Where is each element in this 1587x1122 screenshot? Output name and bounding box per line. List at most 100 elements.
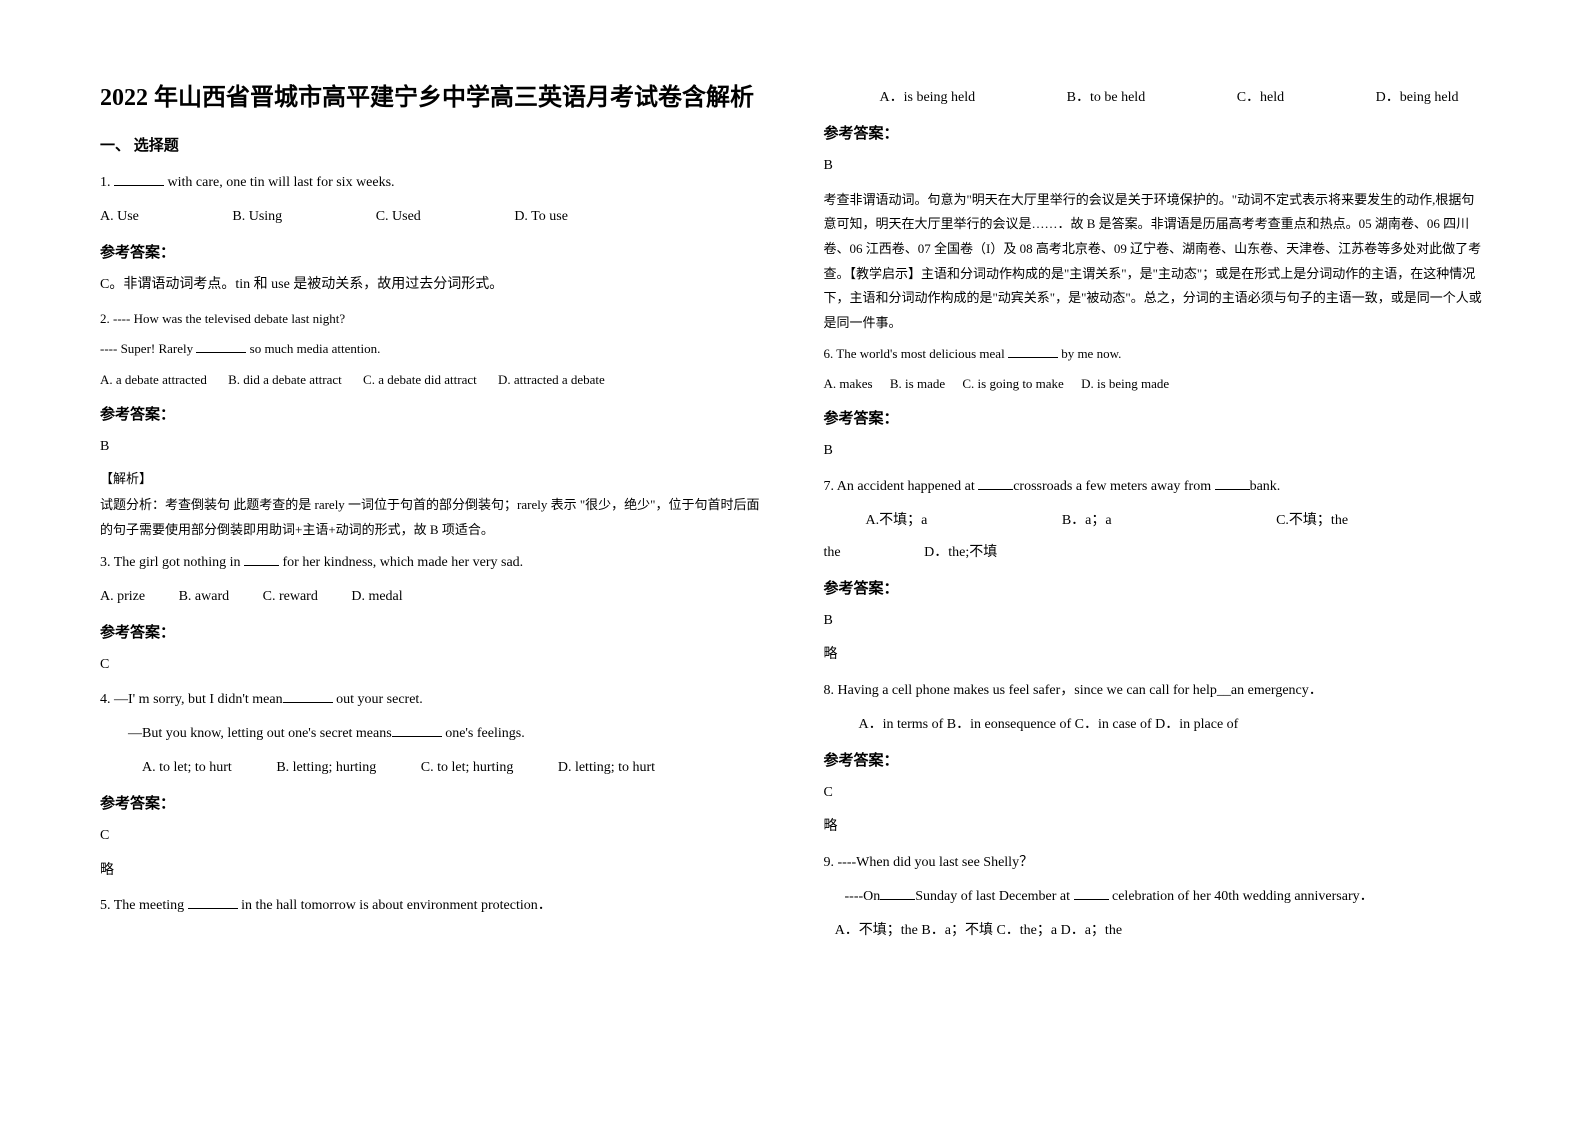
- q5-stem-post: in the hall tomorrow is about environmen…: [238, 898, 552, 913]
- q7-lue: 略: [824, 642, 1488, 669]
- q2-options: A. a debate attracted B. did a debate at…: [100, 368, 764, 393]
- q6-opt-d: D. is being made: [1081, 372, 1169, 397]
- q5-opt-d: D．being held: [1348, 84, 1459, 112]
- q1-opt-d: D. To use: [514, 203, 568, 231]
- q2-opt-d: D. attracted a debate: [498, 368, 605, 393]
- blank: [880, 887, 915, 900]
- q4-opt-d: D. letting; to hurt: [537, 754, 655, 782]
- q8-options: A．in terms of B．in eonsequence of C．in c…: [824, 711, 1488, 739]
- q2-note: 试题分析：考查倒装句 此题考查的是 rarely 一词位于句首的部分倒装句；ra…: [100, 493, 764, 542]
- blank: [1074, 887, 1109, 900]
- blank: [114, 173, 164, 186]
- q5-opt-b: B．to be held: [1039, 84, 1146, 112]
- q3-options: A. prize B. award C. reward D. medal: [100, 583, 764, 611]
- blank: [283, 690, 333, 703]
- ans-label: 参考答案：: [824, 749, 1488, 770]
- q4-line1: 4. —I' m sorry, but I didn't mean out yo…: [100, 686, 764, 714]
- q4-opt-c: C. to let; hurting: [400, 754, 514, 782]
- q2-l2-post: so much media attention.: [246, 341, 380, 356]
- q6-opt-c: C. is going to make: [962, 372, 1063, 397]
- q5-opt-c: C．held: [1209, 84, 1284, 112]
- q3-opt-a: A. prize: [100, 583, 145, 611]
- q4-options: A. to let; to hurt B. letting; hurting C…: [100, 754, 764, 782]
- q8-answer: C: [824, 780, 1488, 807]
- ans-label: 参考答案：: [824, 577, 1488, 598]
- jiexi-label: 【解析】: [100, 468, 764, 487]
- q9-l2-mid: Sunday of last December at: [915, 889, 1073, 904]
- q6-stem-pre: 6. The world's most delicious meal: [824, 346, 1008, 361]
- ans-label: 参考答案：: [824, 122, 1488, 143]
- q6-options: A. makes B. is made C. is going to make …: [824, 372, 1488, 397]
- q7-options-row1: A.不填；a B．a；a C.不填；the: [824, 507, 1488, 535]
- q1-stem: 1. with care, one tin will last for six …: [100, 169, 764, 197]
- blank: [188, 896, 238, 909]
- q3-stem-pre: 3. The girl got nothing in: [100, 555, 244, 570]
- q6-answer: B: [824, 438, 1488, 465]
- q2-l2-pre: ---- Super! Rarely: [100, 341, 196, 356]
- q7-stem: 7. An accident happened at crossroads a …: [824, 473, 1488, 501]
- q7-the-label: the: [824, 539, 841, 567]
- q5-opt-a: A．is being held: [852, 84, 976, 112]
- q7-stem-post: bank.: [1250, 479, 1281, 494]
- blank: [1215, 476, 1250, 489]
- q8-stem: 8. Having a cell phone makes us feel saf…: [824, 677, 1488, 705]
- q5-note: 考查非谓语动词。句意为"明天在大厅里举行的会议是关于环境保护的。"动词不定式表示…: [824, 188, 1488, 336]
- ans-label: 参考答案：: [100, 403, 764, 424]
- q5-answer: B: [824, 153, 1488, 180]
- q2-line1: 2. ---- How was the televised debate las…: [100, 307, 764, 332]
- q4-answer: C: [100, 823, 764, 850]
- q5-stem-pre: 5. The meeting: [100, 898, 188, 913]
- q7-opt-a: A.不填；a: [845, 507, 928, 535]
- q1-stem-pre: 1.: [100, 175, 114, 190]
- q1-opt-a: A. Use: [100, 203, 139, 231]
- blank: [1008, 345, 1058, 357]
- q3-answer: C: [100, 652, 764, 679]
- q6-stem-post: by me now.: [1058, 346, 1121, 361]
- q2-answer: B: [100, 434, 764, 461]
- q2-opt-c: C. a debate did attract: [363, 368, 477, 393]
- q3-opt-c: C. reward: [263, 583, 318, 611]
- q8-lue: 略: [824, 814, 1488, 841]
- q9-options: A．不填；the B．a；不填 C．the；a D．a；the: [824, 917, 1488, 945]
- q4-l1-post: out your secret.: [333, 692, 423, 707]
- q6-opt-b: B. is made: [890, 372, 945, 397]
- ans-label: 参考答案：: [100, 621, 764, 642]
- q3-stem: 3. The girl got nothing in for her kindn…: [100, 549, 764, 577]
- q4-l2-pre: —But you know, letting out one's secret …: [128, 726, 392, 741]
- section-heading: 一、 选择题: [100, 134, 764, 155]
- q7-stem-mid: crossroads a few meters away from: [1013, 479, 1214, 494]
- q6-stem: 6. The world's most delicious meal by me…: [824, 342, 1488, 367]
- q4-opt-b: B. letting; hurting: [255, 754, 376, 782]
- q4-lue: 略: [100, 858, 764, 885]
- q2-line2: ---- Super! Rarely so much media attenti…: [100, 337, 764, 362]
- q9-line2: ----OnSunday of last December at celebra…: [824, 883, 1488, 911]
- ans-label: 参考答案：: [824, 407, 1488, 428]
- q7-opt-d: D．the;不填: [924, 539, 997, 567]
- blank: [196, 341, 246, 353]
- q3-stem-post: for her kindness, which made her very sa…: [279, 555, 523, 570]
- ans-label: 参考答案：: [100, 792, 764, 813]
- q9-line1: 9. ----When did you last see Shelly？: [824, 849, 1488, 877]
- q7-answer: B: [824, 608, 1488, 635]
- q1-opt-b: B. Using: [232, 203, 282, 231]
- q2-opt-a: A. a debate attracted: [100, 368, 207, 393]
- q5-stem: 5. The meeting in the hall tomorrow is a…: [100, 892, 764, 920]
- q1-stem-post: with care, one tin will last for six wee…: [164, 175, 395, 190]
- q1-opt-c: C. Used: [376, 203, 421, 231]
- blank: [978, 476, 1013, 489]
- q7-stem-pre: 7. An accident happened at: [824, 479, 979, 494]
- q7-opt-b: B．a；a: [1041, 507, 1112, 535]
- q2-opt-b: B. did a debate attract: [228, 368, 342, 393]
- q5-options: A．is being held B．to be held C．held D．be…: [824, 84, 1488, 112]
- q4-l1-pre: 4. —I' m sorry, but I didn't mean: [100, 692, 283, 707]
- q4-opt-a: A. to let; to hurt: [121, 754, 232, 782]
- ans-label: 参考答案：: [100, 241, 764, 262]
- blank: [244, 552, 279, 565]
- q6-opt-a: A. makes: [824, 372, 873, 397]
- q7-opt-c: C.不填；the: [1255, 507, 1348, 535]
- page-title: 2022 年山西省晋城市高平建宁乡中学高三英语月考试卷含解析: [100, 80, 764, 116]
- q9-l2-pre: ----On: [845, 889, 881, 904]
- q7-options-row2: the D．the;不填: [824, 539, 1488, 567]
- q1-options: A. Use B. Using C. Used D. To use: [100, 203, 764, 231]
- q3-opt-d: D. medal: [351, 583, 402, 611]
